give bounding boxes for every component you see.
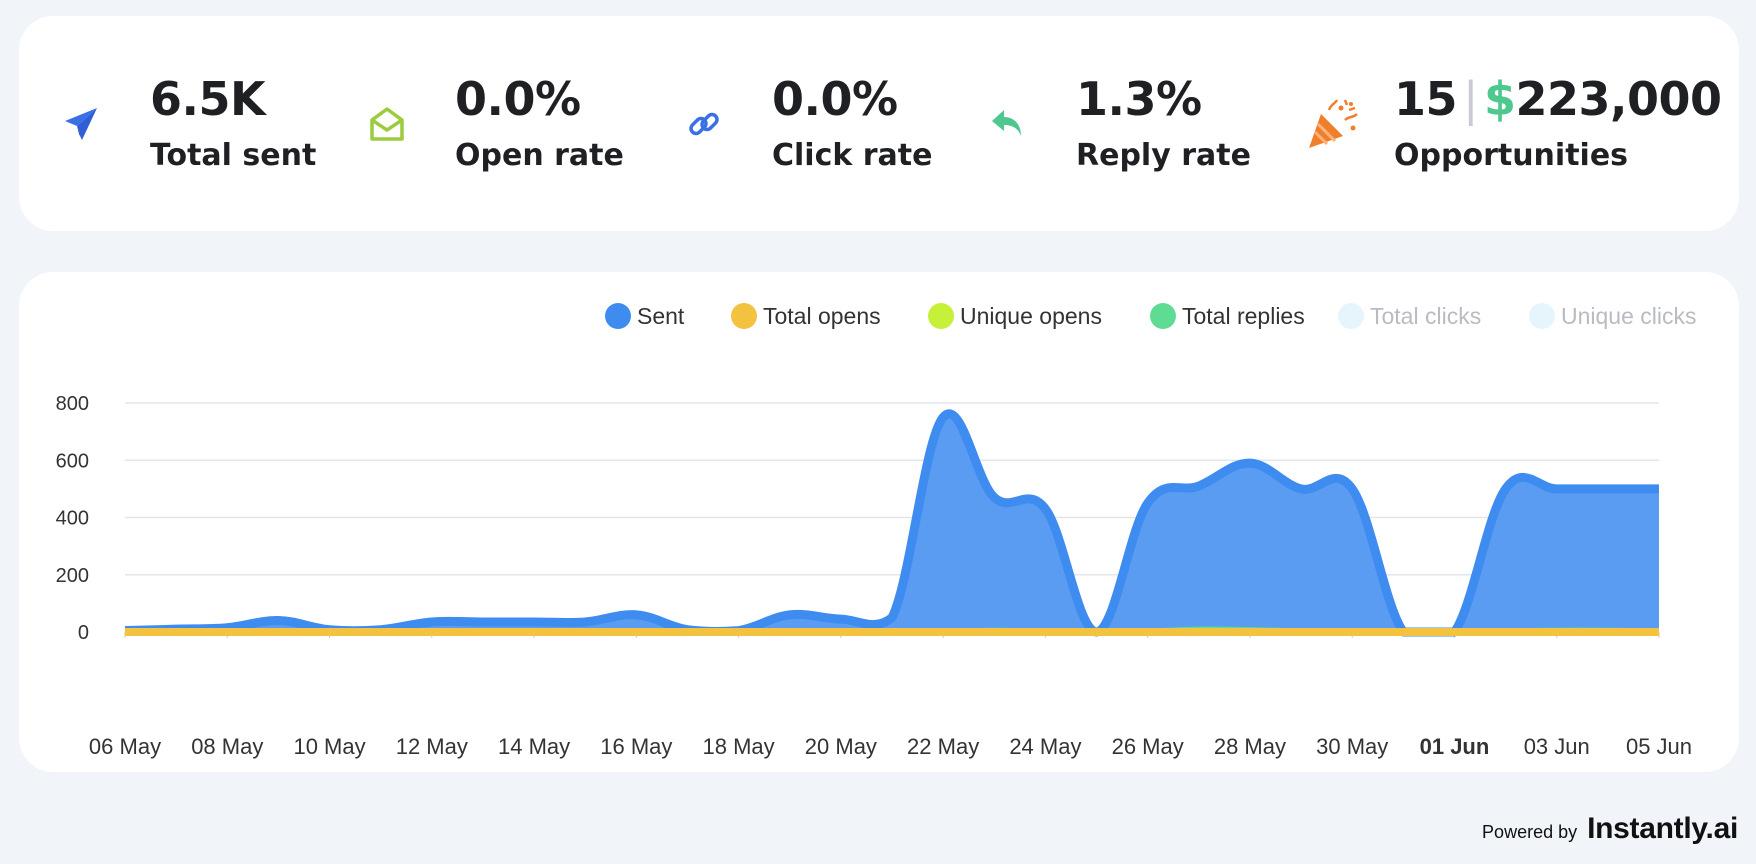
- x-tick-label: 20 May: [805, 734, 877, 759]
- link-icon: [682, 102, 726, 146]
- legend-label: Total replies: [1182, 303, 1305, 329]
- x-tick-label: 03 Jun: [1524, 734, 1590, 759]
- legend-swatch: [1338, 303, 1364, 329]
- chart-card: 0 200 400 600 800 06 May 08 May 10 May 12 May 14 …: [19, 272, 1739, 772]
- x-tick-label: 01 Jun: [1420, 734, 1490, 759]
- opportunities-amount: 223,000: [1515, 72, 1723, 126]
- stat-label: Opportunities: [1394, 138, 1629, 173]
- x-tick-label: 14 May: [498, 734, 570, 759]
- series-sent[interactable]: [124, 409, 1659, 637]
- legend-item-sent[interactable]: Sent: [605, 303, 685, 329]
- brand-logo: Instantly.ai: [1587, 812, 1738, 845]
- legend-swatch: [1150, 303, 1176, 329]
- reply-arrow-icon: [986, 102, 1030, 146]
- series-area: [125, 413, 1659, 632]
- x-tick-label: 10 May: [293, 734, 365, 759]
- legend-swatch: [928, 303, 954, 329]
- x-tick-label: 16 May: [600, 734, 672, 759]
- x-tick-label: 22 May: [907, 734, 979, 759]
- x-tick-label: 08 May: [191, 734, 263, 759]
- stat-label: Reply rate: [1076, 138, 1251, 173]
- legend-label: Total opens: [763, 303, 881, 329]
- legend-label: Sent: [637, 303, 685, 329]
- stat-value: 0.0%: [772, 72, 898, 126]
- currency-symbol: $: [1484, 72, 1516, 126]
- stat-label: Total sent: [150, 138, 317, 173]
- x-tick-label: 12 May: [396, 734, 468, 759]
- y-tick-label: 600: [56, 450, 89, 472]
- series-line: [124, 409, 1659, 637]
- legend-swatch: [1529, 303, 1555, 329]
- x-tick-label: 06 May: [89, 734, 161, 759]
- stat-label: Click rate: [772, 138, 933, 173]
- stat-value: 15 | $223,000: [1394, 72, 1722, 126]
- x-tick-label: 24 May: [1009, 734, 1081, 759]
- area-chart: 0 200 400 600 800 06 May 08 May 10 May 12 May 14 …: [56, 303, 1697, 759]
- legend-item-total-replies[interactable]: Total replies: [1150, 303, 1305, 329]
- y-tick-label: 200: [56, 565, 89, 587]
- legend-item-total-clicks[interactable]: Total clicks: [1338, 303, 1481, 329]
- stat-label: Open rate: [455, 138, 624, 173]
- legend-label: Total clicks: [1370, 303, 1481, 329]
- x-tick-label: 28 May: [1214, 734, 1286, 759]
- legend-item-unique-opens[interactable]: Unique opens: [928, 303, 1102, 329]
- y-tick-label: 800: [56, 393, 89, 415]
- party-popper-icon: [1305, 96, 1361, 152]
- footer-branding[interactable]: Powered by Instantly.ai: [1482, 812, 1738, 854]
- stat-value: 0.0%: [455, 72, 581, 126]
- legend-label: Unique opens: [960, 303, 1102, 329]
- legend-item-total-opens[interactable]: Total opens: [731, 303, 881, 329]
- stats-summary-card: 6.5K Total sent 0.0% Open rate 0.0% Clic…: [19, 16, 1739, 231]
- paper-plane-icon: [59, 102, 103, 146]
- stat-value: 1.3%: [1076, 72, 1202, 126]
- open-envelope-icon: [365, 102, 409, 146]
- x-tick-label: 26 May: [1112, 734, 1184, 759]
- y-tick-label: 400: [56, 508, 89, 530]
- y-tick-label: 0: [78, 622, 89, 644]
- x-tick-label: 30 May: [1316, 734, 1388, 759]
- legend-item-unique-clicks[interactable]: Unique clicks: [1529, 303, 1697, 329]
- value-separator: |: [1463, 72, 1479, 126]
- powered-by-text: Powered by: [1482, 822, 1578, 842]
- opportunities-count: 15: [1394, 72, 1458, 126]
- x-tick-label: 05 Jun: [1626, 734, 1692, 759]
- x-tick-label: 18 May: [703, 734, 775, 759]
- stat-value: 6.5K: [150, 72, 266, 126]
- legend-swatch: [731, 303, 757, 329]
- legend-swatch: [605, 303, 631, 329]
- legend-label: Unique clicks: [1561, 303, 1697, 329]
